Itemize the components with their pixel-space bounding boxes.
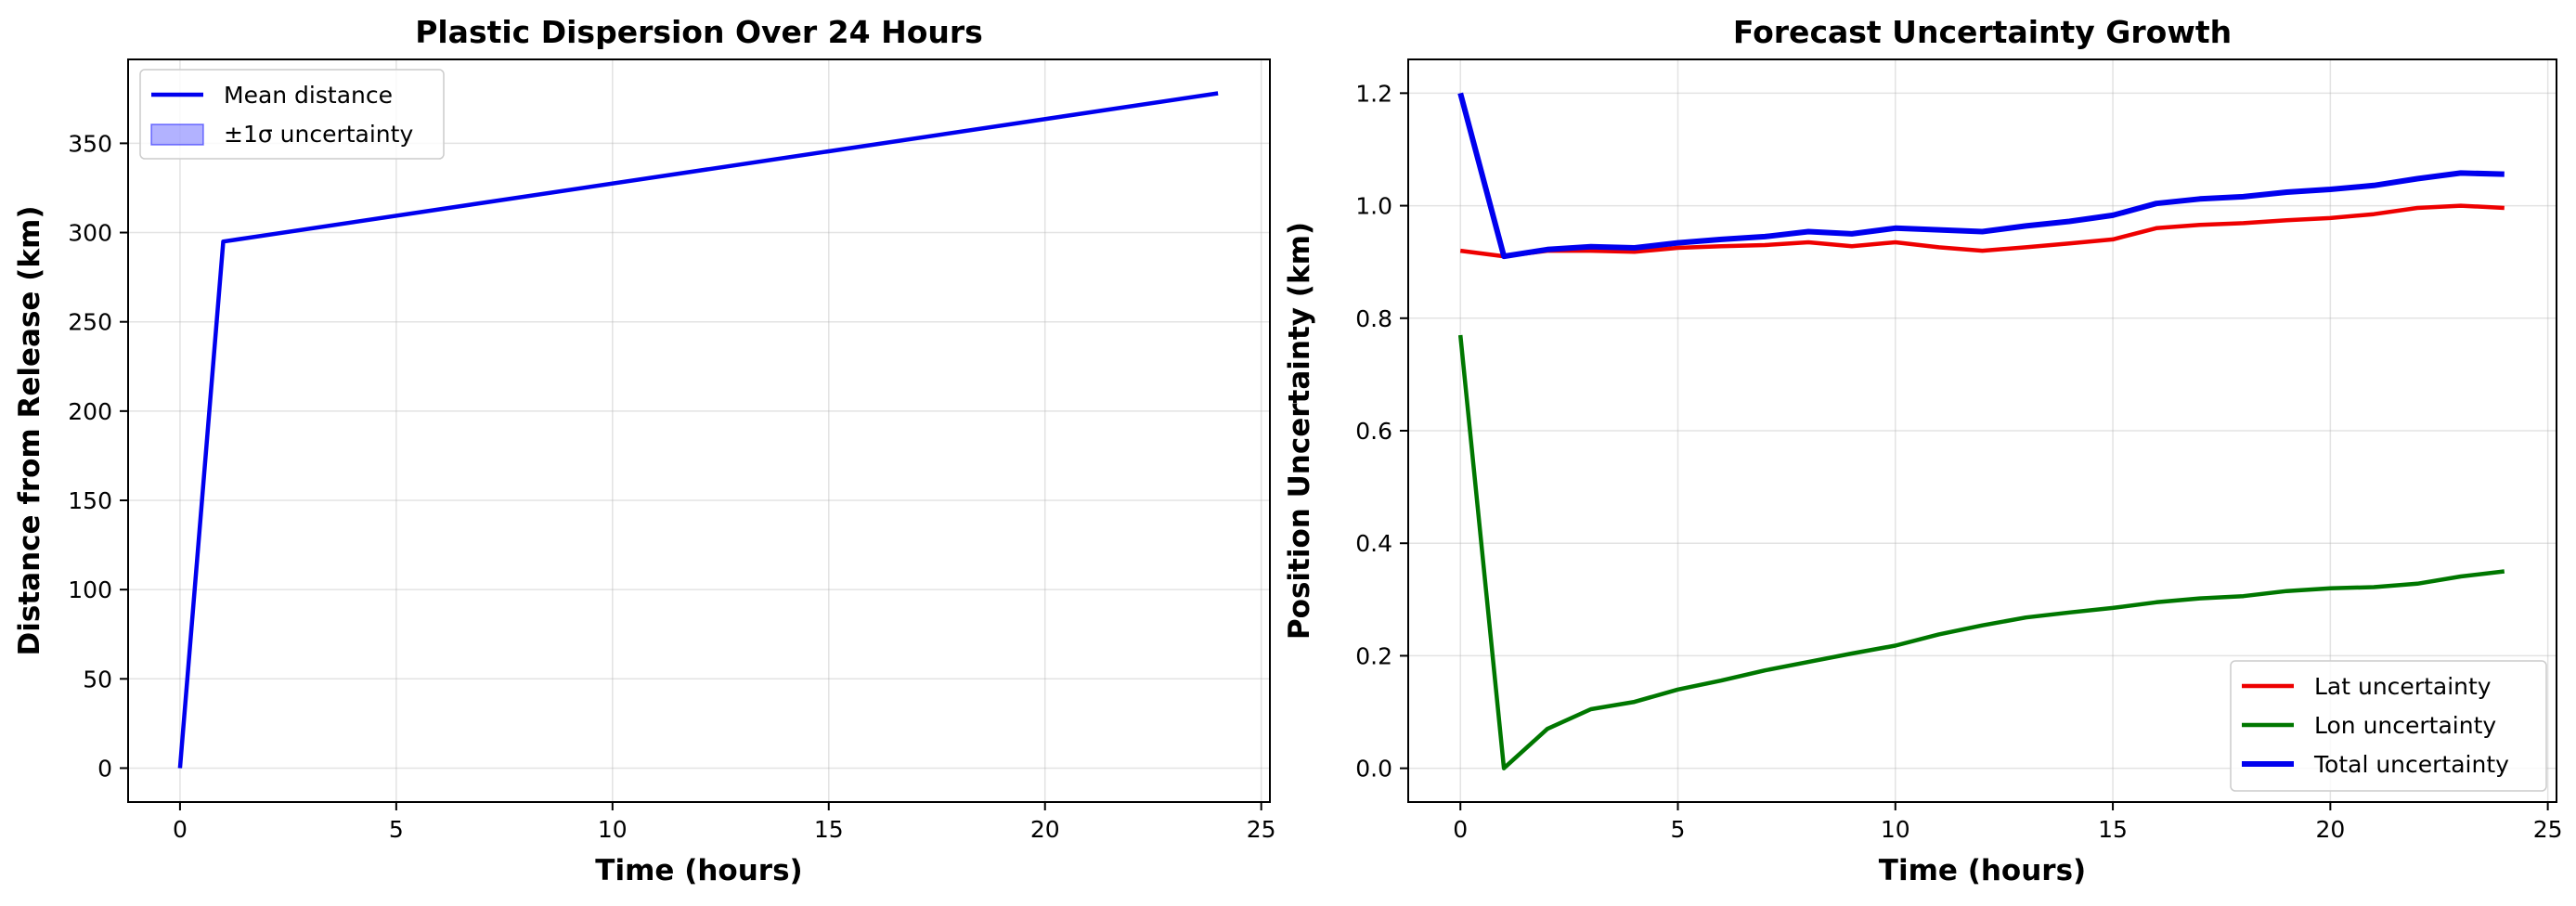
y-tick-label: 0 bbox=[97, 755, 112, 782]
x-tick-label: 0 bbox=[1453, 816, 1468, 843]
series-line-lat-uncertainty bbox=[1459, 203, 2505, 259]
y-tick-label: 150 bbox=[68, 487, 112, 514]
legend: Mean distance ±1σ uncertainty bbox=[139, 69, 445, 160]
legend-label: Lon uncertainty bbox=[2314, 712, 2496, 739]
legend-frame bbox=[2230, 660, 2547, 792]
y-tick-label: 0.6 bbox=[1355, 418, 1392, 445]
x-tick-label: 20 bbox=[2315, 816, 2345, 843]
x-axis-label: Time (hours) bbox=[595, 854, 802, 887]
legend-swatch bbox=[150, 123, 204, 146]
y-axis-label: Position Uncertainty (km) bbox=[1283, 222, 1316, 640]
x-tick-label: 5 bbox=[1671, 816, 1686, 843]
y-tick-label: 300 bbox=[68, 220, 112, 247]
y-tick-label: 50 bbox=[83, 666, 112, 692]
uncertainty-chart: 0 5 10 15 20 25 0.0 0.2 0.4 0.6 0.8 1.0 1.2 Forecast … bbox=[1283, 14, 2563, 887]
chart-title: Plastic Dispersion Over 24 Hours bbox=[415, 14, 983, 50]
chart-title: Forecast Uncertainty Growth bbox=[1733, 14, 2232, 50]
x-tick-label: 15 bbox=[814, 816, 844, 843]
y-tick-label: 1.2 bbox=[1355, 80, 1392, 107]
y-tick-label: 350 bbox=[68, 130, 112, 157]
x-tick-label: 20 bbox=[1030, 816, 1060, 843]
y-tick-label: 0.2 bbox=[1355, 642, 1392, 669]
x-tick-label: 5 bbox=[389, 816, 404, 843]
x-axis-label: Time (hours) bbox=[1879, 854, 2086, 887]
x-tick-label: 10 bbox=[1881, 816, 1910, 843]
legend-label: ±1σ uncertainty bbox=[224, 121, 413, 148]
y-tick-label: 200 bbox=[68, 398, 112, 425]
y-axis-label: Distance from Release (km) bbox=[13, 206, 46, 656]
y-tick-label: 0.8 bbox=[1355, 305, 1392, 332]
plot-frame bbox=[127, 58, 1271, 803]
x-tick-label: 15 bbox=[2098, 816, 2128, 843]
series-line-lon-uncertainty bbox=[1457, 334, 2505, 770]
x-tick-label: 25 bbox=[1247, 816, 1276, 843]
y-tick-label: 100 bbox=[68, 576, 112, 603]
y-tick-label: 0.0 bbox=[1355, 756, 1392, 783]
y-tick-label: 0.4 bbox=[1355, 530, 1392, 557]
y-tick-label: 1.0 bbox=[1355, 193, 1392, 220]
x-tick-label: 0 bbox=[173, 816, 188, 843]
legend-frame bbox=[139, 69, 445, 160]
legend-label: Total uncertainty bbox=[2313, 751, 2509, 778]
x-tick-label: 25 bbox=[2533, 816, 2563, 843]
x-tick-label: 10 bbox=[598, 816, 628, 843]
series-line-mean-distance bbox=[177, 91, 1219, 769]
legend: Lat uncertainty Lon uncertainty Total unce… bbox=[2230, 660, 2547, 792]
legend-label: Lat uncertainty bbox=[2314, 673, 2492, 700]
legend-label: Mean distance bbox=[224, 82, 393, 109]
y-tick-label: 250 bbox=[68, 309, 112, 336]
series-line-total-uncertainty bbox=[1457, 92, 2505, 260]
